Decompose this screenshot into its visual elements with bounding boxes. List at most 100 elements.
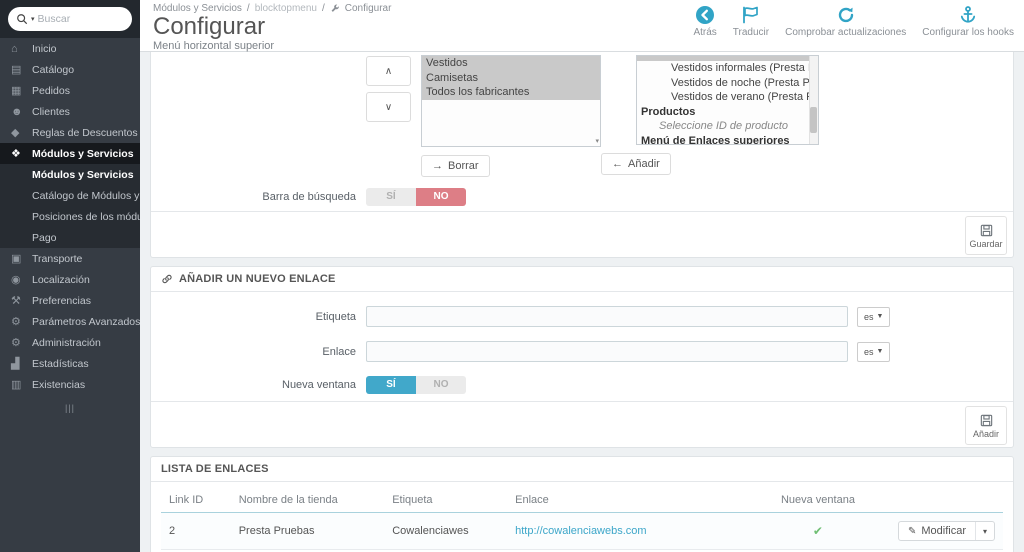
price-rules-icon: ◆ xyxy=(11,127,20,139)
check-icon: ✔ xyxy=(812,524,823,538)
listbox-option[interactable]: Camisetas xyxy=(422,70,600,85)
col-new-window: Nueva ventana xyxy=(745,488,890,513)
scrollbar-thumb[interactable] xyxy=(810,107,817,133)
check-updates-button[interactable]: Comprobar actualizaciones xyxy=(785,5,906,38)
sidebar-item-localizacion[interactable]: ◉ Localización xyxy=(11,273,90,287)
breadcrumb-configurar: Configurar xyxy=(344,3,392,14)
move-up-button[interactable]: ∧ xyxy=(366,56,411,86)
shipping-icon: ▣ xyxy=(11,253,22,265)
new-window-toggle: SÍ NO xyxy=(366,376,466,394)
toggle-yes[interactable]: SÍ xyxy=(366,188,416,206)
sidebar-item-modulos-servicios[interactable]: ❖ Módulos y Servicios xyxy=(0,143,140,164)
save-button[interactable]: Guardar xyxy=(965,216,1007,255)
panel-footer: Añadir xyxy=(151,401,1013,447)
sidebar-item-administracion[interactable]: ⚙ Administración xyxy=(11,336,101,350)
etiqueta-label: Etiqueta xyxy=(315,310,356,323)
sidebar-item-estadisticas[interactable]: ▟ Estadísticas xyxy=(11,357,89,371)
chevron-up-icon: ∧ xyxy=(384,65,393,77)
listbox-group-label: Menú de Enlaces superiores xyxy=(641,134,790,145)
configure-hooks-button[interactable]: Configurar los hooks xyxy=(922,5,1014,38)
search-scope-caret[interactable]: ▾ xyxy=(31,16,35,23)
sidebar-item-existencias[interactable]: ▥ Existencias xyxy=(11,378,86,392)
listbox-option[interactable]: Seleccione ID de producto xyxy=(659,120,789,132)
add-link-panel-header: AÑADIR UN NUEVO ENLACE xyxy=(151,267,1013,292)
modules-icon: ❖ xyxy=(11,148,21,160)
enlace-input[interactable] xyxy=(366,341,848,362)
cell-store: Presta Pruebas xyxy=(230,512,385,550)
breadcrumb: Módulos y Servicios / blocktopmenu / Con… xyxy=(153,3,392,14)
etiqueta-lang-dropdown[interactable]: es ▼ xyxy=(857,306,891,327)
breadcrumb-blocktopmenu[interactable]: blocktopmenu xyxy=(254,3,317,14)
back-button[interactable]: Atrás xyxy=(693,5,717,38)
chevron-down-icon: ∨ xyxy=(384,101,393,113)
page-subtitle: Menú horizontal superior xyxy=(153,40,275,53)
advanced-params-icon: ⚙ xyxy=(11,316,21,328)
toggle-yes[interactable]: SÍ xyxy=(366,376,416,394)
sidebar-item-transporte[interactable]: ▣ Transporte xyxy=(11,252,83,266)
selected-items-listbox[interactable]: Vestidos Camisetas Todos los fabricantes… xyxy=(421,55,601,147)
sidebar-search-area: ▾ xyxy=(0,0,140,38)
col-label: Etiqueta xyxy=(384,488,508,513)
sidebar-item-parametros-avanzados[interactable]: ⚙ Parámetros Avanzados xyxy=(11,315,140,329)
orders-icon: ▦ xyxy=(11,85,22,97)
move-down-button[interactable]: ∨ xyxy=(366,92,411,122)
floppy-icon xyxy=(980,414,992,426)
sidebar-item-preferencias[interactable]: ⚒ Preferencias xyxy=(11,294,91,308)
submenu-item-pago[interactable]: Pago xyxy=(32,231,57,244)
etiqueta-row: Etiqueta es ▼ xyxy=(151,306,1013,327)
submenu-item-posiciones-modulos[interactable]: Posiciones de los módulos xyxy=(32,210,140,223)
search-bar-label: Barra de búsqueda xyxy=(262,191,356,203)
etiqueta-input[interactable] xyxy=(366,306,848,327)
modify-button[interactable]: ✎ Modificar xyxy=(907,525,966,537)
translate-button[interactable]: Traducir xyxy=(733,5,769,38)
refresh-icon xyxy=(838,7,853,23)
dual-select-row: ∧ ∨ Vestidos Camisetas Todos los fabrica… xyxy=(161,52,1003,177)
catalog-icon: ▤ xyxy=(11,64,22,76)
sidebar-item-reglas-descuentos[interactable]: ◆ Reglas de Descuentos xyxy=(11,126,138,140)
sidebar-item-inicio[interactable]: ⌂ Inicio xyxy=(11,42,57,55)
listbox-option[interactable]: Vestidos de noche (Presta Pruebas) xyxy=(671,76,818,89)
col-store: Nombre de la tienda xyxy=(230,488,385,513)
toggle-no[interactable]: NO xyxy=(416,188,466,206)
search-bar-toggle: SÍ NO xyxy=(366,188,466,206)
available-items-listbox[interactable]: Vestidos informales (Presta Pruebas) Ves… xyxy=(636,55,819,145)
modify-dropdown-caret[interactable]: ▾ xyxy=(974,522,994,540)
col-url: Enlace xyxy=(507,488,746,513)
flag-icon xyxy=(743,6,758,24)
search-input[interactable] xyxy=(37,13,108,25)
listbox-option[interactable]: Todos los fabricantes xyxy=(422,85,600,100)
move-buttons: ∧ ∨ xyxy=(366,55,421,177)
page-header: Módulos y Servicios / blocktopmenu / Con… xyxy=(140,0,1024,52)
chevron-down-icon: ▾ xyxy=(982,526,987,536)
submenu-item-catalogo-modulos[interactable]: Catálogo de Módulos y Te... xyxy=(32,189,140,202)
search-box[interactable]: ▾ xyxy=(8,7,132,31)
enlace-lang-dropdown[interactable]: es ▼ xyxy=(857,341,891,362)
breadcrumb-modulos[interactable]: Módulos y Servicios xyxy=(153,3,242,14)
toggle-no[interactable]: NO xyxy=(416,376,466,394)
remove-button[interactable]: → Borrar xyxy=(421,155,490,177)
sidebar-item-clientes[interactable]: ☻ Clientes xyxy=(11,105,70,118)
add-link-submit-button[interactable]: Añadir xyxy=(965,406,1007,445)
add-button[interactable]: ← Añadir xyxy=(601,153,671,175)
add-link-panel: AÑADIR UN NUEVO ENLACE Etiqueta es ▼ Enl… xyxy=(150,266,1014,448)
listbox-option[interactable]: Vestidos informales (Presta Pruebas) xyxy=(671,62,818,74)
listbox-group-label: Productos xyxy=(641,105,696,118)
scrollbar-arrow-icon[interactable]: ▾ xyxy=(595,138,599,145)
chevron-down-icon: ▼ xyxy=(876,313,884,320)
stats-icon: ▟ xyxy=(11,358,20,370)
arrow-left-icon: ← xyxy=(612,158,623,170)
partial-selected-row xyxy=(637,56,809,61)
link-icon xyxy=(162,274,172,284)
scrollbar[interactable] xyxy=(809,56,818,144)
listbox-option[interactable]: Vestidos xyxy=(422,56,600,71)
sidebar-collapse-button[interactable]: ||| xyxy=(64,403,75,413)
floppy-icon xyxy=(980,224,992,236)
links-list-panel: LISTA DE ENLACES Link ID Nombre de la ti… xyxy=(150,456,1014,552)
listbox-option[interactable]: Vestidos de verano (Presta Pruebas) xyxy=(671,91,818,103)
search-icon xyxy=(17,14,28,25)
sidebar-item-pedidos[interactable]: ▦ Pedidos xyxy=(11,84,70,98)
sidebar-item-catalogo[interactable]: ▤ Catálogo xyxy=(11,63,75,77)
row-url-link[interactable]: http://cowalenciawebs.com xyxy=(515,525,647,537)
content: ∧ ∨ Vestidos Camisetas Todos los fabrica… xyxy=(140,52,1024,552)
submenu-item-modulos-servicios[interactable]: Módulos y Servicios xyxy=(32,168,134,181)
